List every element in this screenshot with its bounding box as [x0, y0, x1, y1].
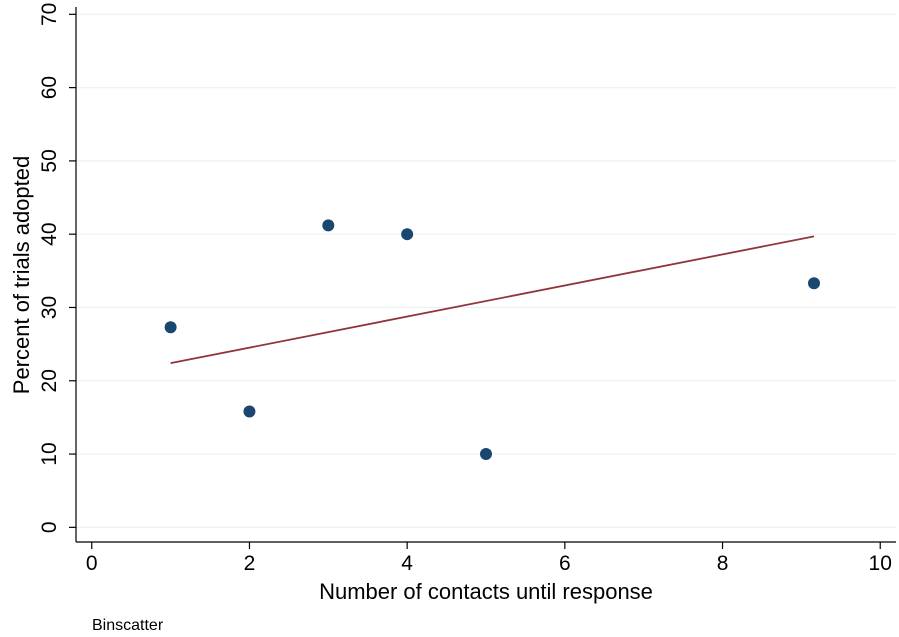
scatter-point-3 — [322, 219, 335, 232]
y-tick-label-0: 0 — [38, 521, 61, 533]
x-tick-label-10: 10 — [869, 552, 892, 575]
chart-note: Binscatter — [92, 617, 164, 634]
scatter-points — [164, 219, 820, 461]
scatter-point-4 — [401, 228, 414, 241]
fit-line — [170, 235, 815, 365]
y-axis-title: Percent of trials adopted — [9, 156, 34, 394]
x-tick-label-6: 6 — [559, 552, 571, 575]
y-tick-label-60: 60 — [38, 76, 61, 99]
x-tick-label-0: 0 — [86, 552, 98, 575]
fit-lines — [170, 235, 815, 365]
y-tick-label-10: 10 — [38, 442, 61, 465]
scatter-point-2 — [243, 405, 256, 418]
y-tick-label-30: 30 — [38, 296, 61, 319]
x-tick-label-2: 2 — [244, 552, 256, 575]
y-tick-label-20: 20 — [38, 369, 61, 392]
scatter-point-6 — [808, 277, 820, 290]
y-tick-label-50: 50 — [38, 149, 61, 172]
x-axis-title: Number of contacts until response — [319, 579, 653, 604]
scatter-point-1 — [164, 321, 177, 334]
x-tick-label-8: 8 — [717, 552, 729, 575]
y-tick-label-40: 40 — [38, 223, 61, 246]
y-tick-label-70: 70 — [38, 3, 61, 26]
x-tick-label-4: 4 — [401, 552, 413, 575]
scatter-point-5 — [480, 448, 492, 461]
axes: 0 2 4 6 8 10 0 10 20 30 40 50 60 70 — [38, 3, 896, 575]
